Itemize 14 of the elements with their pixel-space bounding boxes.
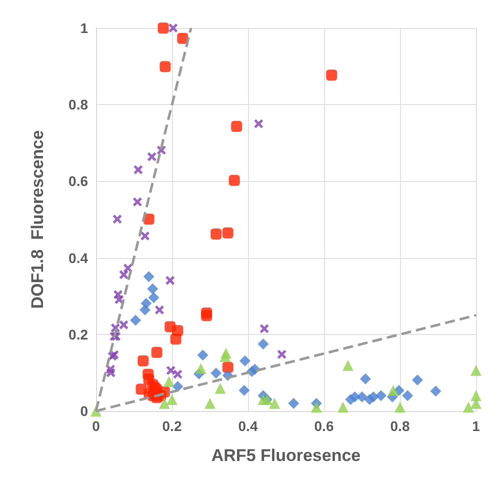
y-tick-label: 0.2 (68, 326, 88, 342)
x-tick-label: 0 (92, 418, 100, 434)
y-tick-label: 0.8 (68, 96, 88, 113)
y-tick-label: 1 (80, 20, 88, 36)
x-tick-label: 1 (472, 418, 480, 434)
y-tick-label: 0.4 (68, 250, 88, 266)
y-axis-title: DOF1.8 Fluorescence (28, 130, 47, 309)
x-tick-label: 0.2 (162, 418, 182, 434)
x-tick-label: 0.8 (390, 418, 410, 434)
x-axis-title: ARF5 Fluoresence (211, 446, 361, 465)
x-tick-label: 0.4 (238, 418, 258, 434)
y-tick-label: 0 (80, 403, 88, 419)
y-tick-label: 0.6 (68, 173, 88, 190)
x-tick-label: 0.6 (314, 418, 334, 434)
